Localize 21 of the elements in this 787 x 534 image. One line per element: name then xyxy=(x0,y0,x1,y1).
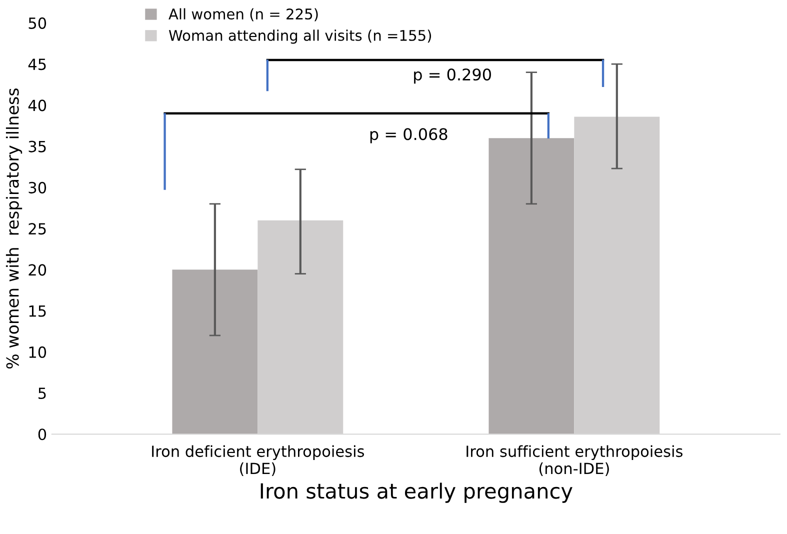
y-tick-label: 30 xyxy=(28,182,46,194)
annotation: p = 0.290 xyxy=(414,68,491,84)
y-tick-label: 25 xyxy=(28,223,46,235)
annotation: p = 0.068 xyxy=(370,128,448,144)
y-tick-label: 5 xyxy=(38,388,46,400)
y-tick-label: 0 xyxy=(38,428,46,440)
y-axis-title: % women with respiratory illness xyxy=(6,88,22,369)
legend-label: Woman attending all visits (n =155) xyxy=(168,30,432,44)
bar xyxy=(172,270,258,434)
y-tick-label: 35 xyxy=(28,140,46,152)
x-axis-title: Iron status at early pregnancy xyxy=(260,482,572,503)
x-tick-label: Iron deficient erythropoiesis (IDE) xyxy=(152,445,364,476)
y-tick-label: 20 xyxy=(28,264,46,276)
y-tick-label: 50 xyxy=(28,17,46,29)
x-tick-label: Iron sufficient erythropoiesis (non-IDE) xyxy=(466,445,682,476)
legend-label: All women (n = 225) xyxy=(168,8,318,22)
y-tick-label: 45 xyxy=(28,58,46,70)
y-tick-label: 40 xyxy=(28,100,46,112)
bar xyxy=(488,138,574,434)
y-tick-label: 15 xyxy=(29,305,46,317)
y-tick-label: 10 xyxy=(29,346,46,358)
